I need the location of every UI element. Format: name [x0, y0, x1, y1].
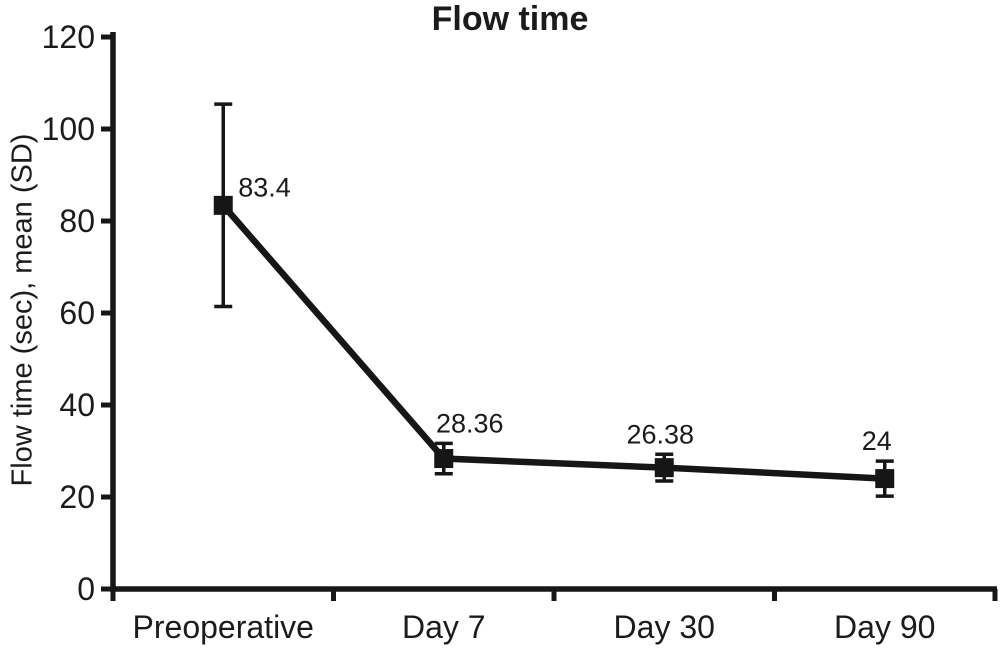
- chart-title: Flow time: [431, 0, 589, 38]
- y-tick-label: 60: [59, 295, 95, 331]
- data-point-marker: [434, 449, 454, 469]
- data-point-marker: [213, 195, 233, 215]
- y-axis-title: Flow time (sec), mean (SD): [6, 133, 39, 487]
- y-tick-label: 80: [59, 203, 95, 239]
- data-point-marker: [654, 458, 674, 478]
- data-point-label: 28.36: [436, 408, 504, 438]
- data-point-label: 83.4: [238, 172, 291, 202]
- x-category-label: Day 30: [614, 609, 715, 645]
- x-category-label: Day 90: [834, 609, 935, 645]
- data-point-marker: [875, 469, 895, 489]
- y-tick-label: 100: [42, 111, 95, 147]
- x-category-label: Day 7: [402, 609, 486, 645]
- data-point-label: 24: [862, 426, 892, 456]
- x-category-label: Preoperative: [133, 609, 314, 645]
- series-line: [220, 203, 885, 482]
- y-tick-label: 40: [59, 387, 95, 423]
- y-tick-label: 20: [59, 479, 95, 515]
- y-tick-label: 0: [77, 571, 95, 607]
- y-tick-label: 120: [42, 19, 95, 55]
- data-point-label: 26.38: [626, 419, 694, 449]
